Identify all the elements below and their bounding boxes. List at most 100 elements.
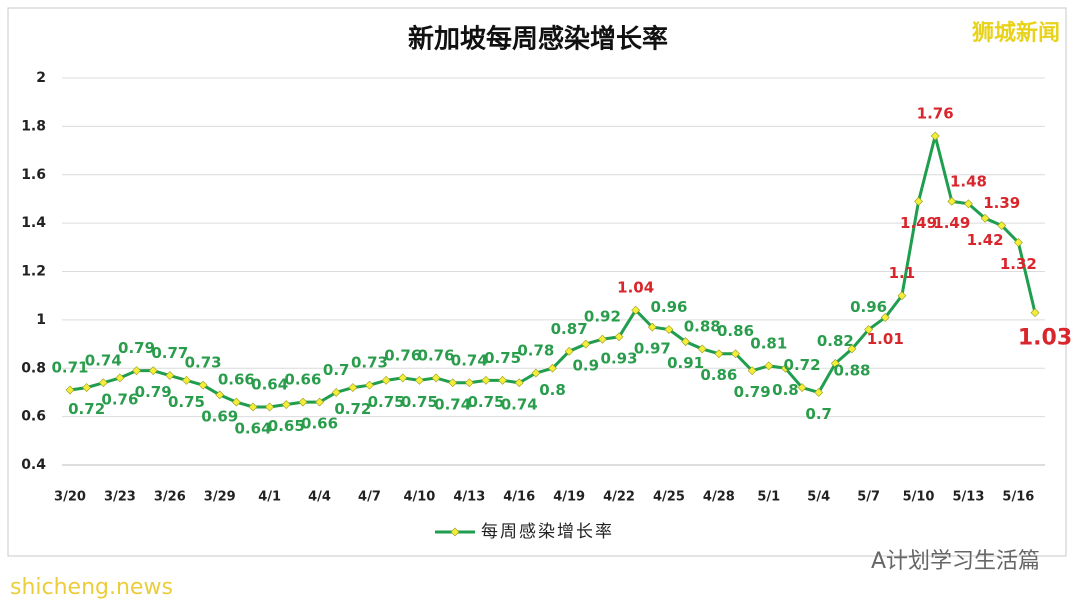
x-tick-label: 4/7 [358, 490, 381, 505]
data-label: 0.74 [434, 395, 471, 413]
marker [248, 402, 258, 412]
brand: 狮城新闻 [972, 20, 1060, 46]
data-label: 0.91 [667, 354, 704, 372]
data-label: 0.64 [251, 375, 288, 393]
marker [481, 375, 491, 385]
marker [398, 373, 408, 383]
marker [681, 337, 691, 347]
marker [914, 196, 923, 206]
data-label: 0.71 [51, 359, 88, 377]
data-label: 1.49 [933, 214, 970, 232]
marker [98, 378, 108, 388]
marker [498, 375, 508, 385]
x-tick-label: 3/26 [154, 490, 186, 505]
marker [381, 375, 391, 385]
marker [365, 380, 374, 390]
data-label: 0.73 [185, 354, 222, 372]
marker [315, 397, 324, 407]
data-label: 0.64 [235, 419, 272, 437]
data-label: 1.48 [950, 172, 987, 190]
marker [731, 349, 740, 359]
data-label: 0.75 [484, 349, 521, 367]
marker [1030, 308, 1040, 318]
marker [814, 388, 824, 397]
marker [132, 366, 141, 376]
data-label: 1.42 [967, 231, 1004, 249]
x-tick-label: 4/10 [403, 490, 435, 505]
data-label: 0.86 [717, 322, 754, 340]
data-label: 0.96 [850, 298, 887, 316]
marker [597, 334, 607, 344]
chart-title: 新加坡每周感染增长率 [408, 24, 668, 55]
data-label: 0.79 [734, 383, 771, 401]
x-tick-label: 4/1 [258, 490, 281, 505]
marker [198, 380, 208, 390]
data-label: 0.66 [218, 371, 255, 389]
data-label: 1.1 [889, 264, 916, 282]
marker [614, 332, 624, 342]
x-tick-label: 4/13 [453, 490, 485, 505]
marker [448, 378, 458, 388]
data-label: 0.78 [517, 342, 554, 360]
marker [781, 363, 790, 373]
data-label: 0.66 [301, 415, 338, 433]
marker [880, 313, 890, 322]
data-label: 0.72 [784, 356, 821, 374]
data-label: 0.93 [601, 349, 638, 367]
x-tick-label: 5/4 [807, 490, 830, 505]
x-tick-label: 5/10 [903, 490, 935, 505]
data-label: 0.75 [168, 393, 205, 411]
x-tick-label: 3/23 [104, 490, 136, 505]
marker [847, 344, 857, 354]
x-tick-label: 4/28 [703, 490, 735, 505]
marker [65, 385, 75, 395]
data-label: 0.87 [551, 320, 588, 338]
data-label: 0.69 [201, 407, 238, 425]
x-tick-label: 4/19 [553, 490, 585, 505]
marker [1013, 238, 1023, 247]
marker [830, 358, 840, 368]
x-tick-label: 4/25 [653, 490, 685, 505]
data-label: 1.04 [617, 279, 654, 297]
x-tick-label: 4/4 [308, 490, 331, 505]
y-tick-label: 0.8 [21, 360, 46, 376]
marker [647, 322, 657, 332]
data-label: 0.7 [323, 361, 350, 379]
marker [348, 383, 358, 393]
data-label: 1.32 [1000, 255, 1037, 273]
data-label: 0.75 [368, 393, 405, 411]
marker [265, 402, 275, 412]
marker [764, 361, 774, 371]
data-label: 0.65 [268, 417, 305, 435]
data-label: 0.77 [151, 344, 188, 362]
marker [714, 349, 724, 359]
data-label: 1.49 [900, 214, 937, 232]
marker [997, 221, 1007, 230]
marker [514, 378, 524, 388]
legend-label: 每周感染增长率 [481, 522, 614, 542]
marker [431, 373, 441, 383]
x-tick-label: 4/22 [603, 490, 635, 505]
marker [947, 196, 957, 206]
marker [964, 199, 973, 209]
data-label: 0.79 [118, 339, 155, 357]
legend-marker [450, 527, 460, 537]
x-tick-label: 3/20 [54, 490, 86, 505]
data-label: 0.66 [284, 371, 321, 389]
marker [331, 388, 341, 397]
x-tick-label: 3/29 [204, 490, 236, 505]
data-label: 0.88 [833, 361, 870, 379]
marker [864, 325, 874, 334]
marker [697, 344, 707, 354]
marker [414, 375, 424, 385]
marker [631, 305, 641, 315]
marker [148, 366, 158, 376]
data-label: 1.03 [1018, 326, 1072, 351]
data-label: 0.8 [539, 381, 566, 399]
marker [231, 397, 241, 407]
marker [82, 383, 92, 393]
data-label: 0.75 [467, 393, 504, 411]
data-label: 0.74 [85, 351, 122, 369]
